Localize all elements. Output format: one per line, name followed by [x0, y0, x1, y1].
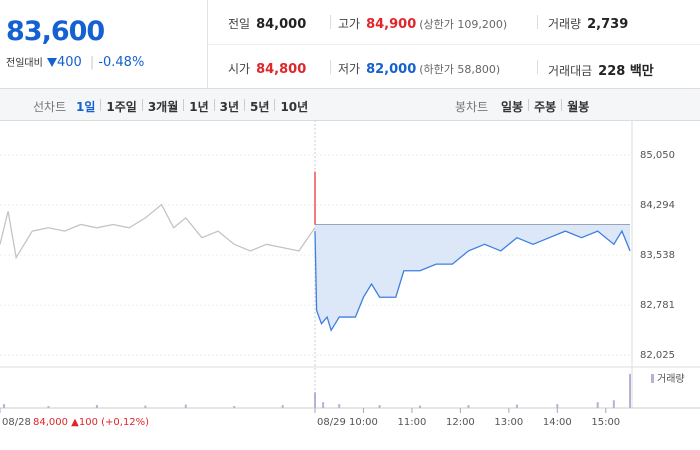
- volume-bar: [314, 392, 316, 408]
- volume-bar: [281, 405, 284, 408]
- quote-box: 83,600 전일대비 400 | -0.48%: [0, 0, 208, 88]
- tab[interactable]: 1년: [189, 100, 209, 114]
- stat-label: 거래량: [548, 17, 582, 31]
- tab[interactable]: 1일: [76, 100, 96, 114]
- stat-value: 82,000: [366, 62, 417, 77]
- y-tick-label: 82,025: [640, 350, 675, 361]
- tab[interactable]: 1주일: [106, 100, 137, 114]
- x-tick-label: 15:00: [591, 417, 620, 428]
- volume-bar: [515, 404, 518, 408]
- stat: 거래량 2,739: [548, 15, 628, 32]
- volume-bar: [338, 404, 341, 408]
- volume-bar: [419, 405, 421, 408]
- stat-label: 고가: [338, 17, 361, 31]
- price-line: [0, 203, 316, 260]
- volume-bar: [612, 400, 615, 408]
- volume-bar: [144, 405, 147, 408]
- x-tick-label: 10:00: [349, 417, 378, 428]
- separator: [244, 99, 246, 111]
- stat-note: (상한가 109,200): [419, 18, 508, 31]
- stat-label: 시가: [228, 62, 251, 76]
- change-pct: -0.48%: [98, 55, 145, 70]
- tab[interactable]: 주봉: [534, 100, 557, 114]
- tab[interactable]: 3개월: [147, 100, 179, 114]
- volume-bar: [95, 405, 98, 408]
- period-tabs: 선차트 1일 1주일 3개월 1년 3년 5년 10년 봉차트 일봉 주봉 월봉: [0, 88, 700, 121]
- tab[interactable]: 일봉: [501, 100, 524, 114]
- y-tick-label: 83,538: [640, 250, 675, 261]
- separator: [528, 99, 530, 111]
- stat-value: 84,900: [366, 17, 417, 32]
- volume-bar: [3, 404, 6, 408]
- row-divider: [208, 44, 700, 45]
- stat-value: 228 백만: [598, 64, 654, 79]
- stat: 거래대금 228 백만: [548, 60, 654, 79]
- tab[interactable]: 10년: [280, 100, 309, 114]
- area: [315, 224, 630, 331]
- price-line: [314, 229, 631, 332]
- divider: [330, 60, 331, 74]
- stat: 저가 82,000 (하한가 58,800): [338, 60, 500, 77]
- stat: 전일 84,000: [228, 15, 306, 32]
- volume-bar: [322, 402, 325, 408]
- price: 83,600: [6, 16, 105, 47]
- prev-note: 84,000 ▲100 (+0,12%): [33, 417, 149, 428]
- volume-bar: [233, 406, 236, 408]
- stat-label: 저가: [338, 62, 361, 76]
- volume-bar: [467, 405, 470, 408]
- volume-bar: [184, 404, 187, 408]
- divider: [537, 60, 538, 74]
- volume-bar: [629, 373, 631, 408]
- volume-bar: [378, 405, 381, 408]
- volume-bar: [596, 402, 599, 408]
- separator: [274, 99, 276, 111]
- stat: 시가 84,800: [228, 60, 306, 77]
- separator: [141, 99, 143, 111]
- x-tick-label: 14:00: [543, 417, 572, 428]
- x-tick-label: 12:00: [446, 417, 475, 428]
- y-tick-label: 82,781: [640, 300, 675, 311]
- divider: [330, 15, 331, 29]
- change: 400: [56, 55, 82, 70]
- x-tick-label: 11:00: [398, 417, 427, 428]
- stat-note: (하한가 58,800): [419, 63, 501, 76]
- tab[interactable]: 3년: [219, 100, 240, 114]
- volume-bar: [556, 404, 559, 408]
- down-icon: [46, 58, 57, 67]
- separator: [561, 99, 563, 111]
- header: 83,600 전일대비 400 | -0.48% 전일 84,000 고가 84,900…: [0, 0, 700, 88]
- stat-label: 거래대금: [548, 64, 593, 78]
- separator: [183, 99, 185, 111]
- separator: [100, 99, 102, 111]
- tab-group-label: 선차트: [33, 100, 67, 114]
- volume-bar: [47, 406, 50, 408]
- change-row: 전일대비 400 | -0.48%: [6, 54, 144, 70]
- stat-value: 84,000: [256, 17, 307, 32]
- stat-value: 84,800: [256, 62, 307, 77]
- separator: [213, 99, 215, 111]
- legend-label: 거래량: [657, 373, 685, 385]
- divider: [537, 15, 538, 29]
- tab[interactable]: 월봉: [567, 100, 590, 114]
- y-tick-label: 85,050: [640, 150, 675, 161]
- tab-group-label: 봉차트: [455, 100, 489, 114]
- x-tick-label: 08/29: [317, 417, 346, 428]
- stat-label: 전일: [228, 17, 251, 31]
- change-label: 전일대비: [6, 58, 43, 69]
- y-tick-label: 84,294: [640, 200, 675, 211]
- tab[interactable]: 5년: [250, 100, 270, 114]
- legend-swatch: [651, 374, 654, 383]
- x-tick-label: 08/28: [2, 417, 31, 428]
- x-tick-label: 13:00: [494, 417, 523, 428]
- separator: |: [89, 55, 95, 70]
- stat: 고가 84,900 (상한가 109,200): [338, 15, 507, 32]
- chart: 85,050 84,294 83,538 82,781 82,025 08/28 08/29…: [0, 120, 700, 428]
- stat-value: 2,739: [587, 17, 629, 32]
